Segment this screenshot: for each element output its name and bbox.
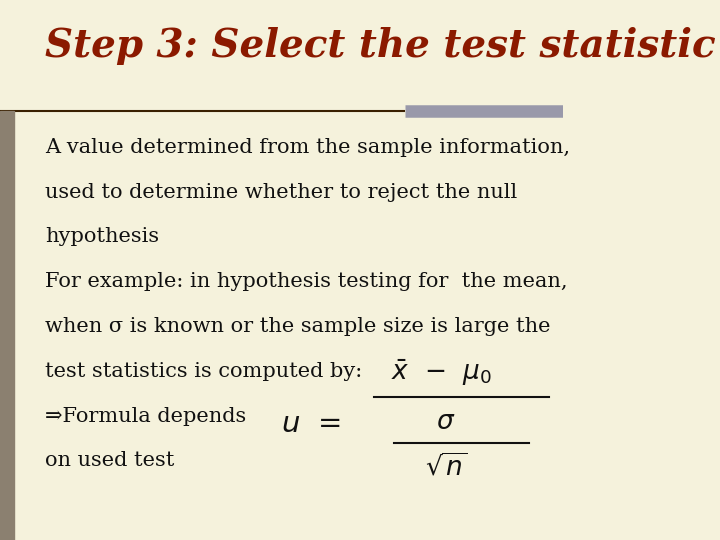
- Text: on used test: on used test: [45, 451, 174, 470]
- Text: hypothesis: hypothesis: [45, 227, 159, 246]
- Text: ⇒Formula depends: ⇒Formula depends: [45, 407, 246, 426]
- Text: A value determined from the sample information,: A value determined from the sample infor…: [45, 138, 570, 157]
- Text: when σ is known or the sample size is large the: when σ is known or the sample size is la…: [45, 317, 551, 336]
- Text: used to determine whether to reject the null: used to determine whether to reject the …: [45, 183, 517, 201]
- Text: $\sqrt{n}$: $\sqrt{n}$: [425, 453, 467, 481]
- Text: $u$  =: $u$ =: [282, 410, 342, 438]
- Text: test statistics is computed by:: test statistics is computed by:: [45, 362, 362, 381]
- Text: Step 3: Select the test statistic: Step 3: Select the test statistic: [45, 27, 716, 65]
- Bar: [0, 111, 14, 540]
- Text: $\bar{x}$  $-$  $\mu_0$: $\bar{x}$ $-$ $\mu_0$: [391, 357, 492, 388]
- Text: For example: in hypothesis testing for  the mean,: For example: in hypothesis testing for t…: [45, 272, 567, 291]
- Text: $\sigma$: $\sigma$: [436, 409, 456, 434]
